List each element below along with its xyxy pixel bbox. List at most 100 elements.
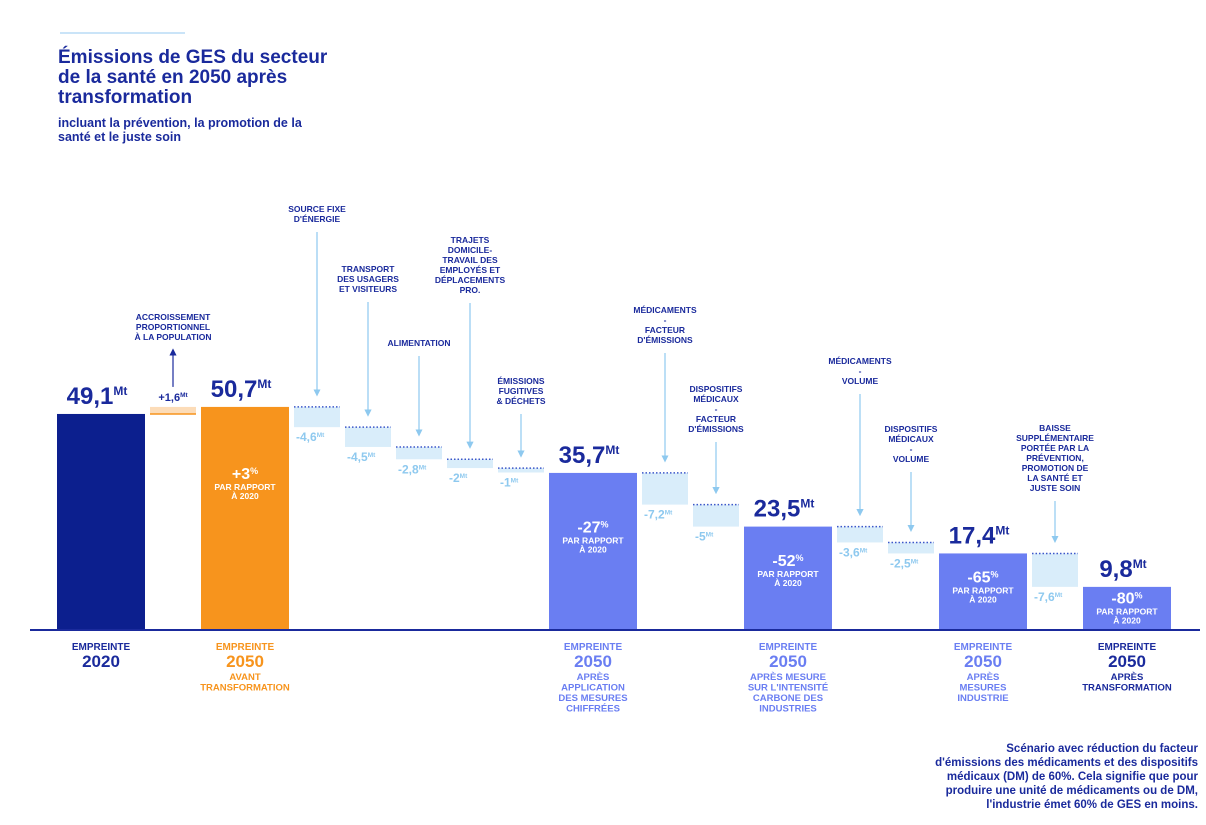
annotation: ÉMISSIONS bbox=[497, 376, 545, 386]
annotation: TRAJETS bbox=[451, 235, 490, 245]
unit-text: Mt bbox=[665, 510, 673, 517]
annotation: DOMICILE- bbox=[448, 245, 493, 255]
bar bbox=[57, 413, 145, 630]
value-label: 49,1Mt bbox=[67, 383, 128, 410]
category-detail: CHIFFRÉES bbox=[566, 704, 620, 715]
percent-unit: % bbox=[991, 570, 999, 580]
percent-text: -65 bbox=[967, 570, 990, 587]
delta-label: -2,8Mt bbox=[398, 462, 427, 476]
annotation: MÉDICAMENTS bbox=[633, 305, 697, 315]
delta-box bbox=[693, 504, 739, 527]
unit-text: Mt bbox=[1055, 592, 1063, 599]
annotation: - bbox=[910, 444, 913, 454]
delta-label: -5Mt bbox=[695, 530, 714, 544]
annotation: MÉDICAUX bbox=[888, 434, 934, 444]
delta-label: -2Mt bbox=[449, 471, 468, 485]
value-text: 9,8 bbox=[1099, 556, 1132, 583]
delta-box bbox=[150, 406, 196, 414]
category-detail: CARBONE DES bbox=[753, 693, 823, 704]
annotation: & DÉCHETS bbox=[496, 396, 545, 406]
value-label: 35,7Mt bbox=[559, 442, 620, 469]
value-text: -7,6 bbox=[1034, 590, 1055, 604]
annotation: D'ÉMISSIONS bbox=[637, 335, 693, 345]
percent-label: -65% bbox=[967, 570, 998, 587]
value-text: -4,5 bbox=[347, 450, 368, 464]
delta-label: -4,5Mt bbox=[347, 450, 376, 464]
category-detail: APRÈS MESURE bbox=[750, 672, 826, 683]
annotation: VOLUME bbox=[893, 454, 930, 464]
category-name: EMPREINTE bbox=[564, 642, 623, 653]
percent-label: -80% bbox=[1111, 590, 1142, 607]
annotation: FACTEUR bbox=[645, 325, 685, 335]
delta-box bbox=[642, 472, 688, 505]
annotation: ACCROISSEMENT bbox=[136, 312, 211, 322]
value-label: 23,5Mt bbox=[754, 496, 815, 523]
percent-text: -52 bbox=[772, 553, 795, 570]
annotation: LA SANTÉ ET bbox=[1027, 473, 1083, 483]
percent-unit: % bbox=[796, 553, 804, 563]
category-detail: DES MESURES bbox=[558, 693, 627, 704]
percent-note: PAR RAPPORT bbox=[562, 536, 624, 546]
value-text: 35,7 bbox=[559, 442, 606, 469]
value-text: -2,8 bbox=[398, 462, 419, 476]
footnote: produire une unité de médicaments ou de … bbox=[946, 785, 1198, 797]
value-text: -2,5 bbox=[890, 556, 911, 570]
percent-note: À 2020 bbox=[774, 578, 802, 588]
delta-label: -7,2Mt bbox=[644, 508, 673, 522]
delta-label: -2,5Mt bbox=[890, 556, 919, 570]
category-detail: TRANSFORMATION bbox=[200, 683, 290, 694]
delta-label: +1,6Mt bbox=[158, 392, 188, 404]
value-text: 50,7 bbox=[211, 376, 258, 403]
delta-box bbox=[396, 446, 442, 460]
annotation: TRAVAIL DES bbox=[442, 255, 498, 265]
annotation: VOLUME bbox=[842, 376, 879, 386]
delta-label: -1Mt bbox=[500, 475, 519, 489]
category-detail: APRÈS bbox=[967, 672, 1000, 683]
annotation: MÉDICAMENTS bbox=[828, 356, 892, 366]
value-label: 17,4Mt bbox=[949, 522, 1010, 549]
unit-text: Mt bbox=[800, 497, 814, 511]
category-year: 2050 bbox=[964, 652, 1002, 671]
annotation: DISPOSITIFS bbox=[690, 384, 743, 394]
category-year: 2050 bbox=[769, 652, 807, 671]
annotation: - bbox=[859, 366, 862, 376]
unit-text: Mt bbox=[860, 547, 868, 554]
footnote: Scénario avec réduction du facteur bbox=[1006, 743, 1198, 755]
value-label: 9,8Mt bbox=[1099, 556, 1146, 583]
delta-box bbox=[447, 459, 493, 469]
unit-text: Mt bbox=[511, 477, 519, 484]
category-name: EMPREINTE bbox=[72, 642, 131, 653]
annotation: PRÉVENTION, bbox=[1026, 453, 1084, 463]
annotation: FACTEUR bbox=[696, 414, 736, 424]
delta-box bbox=[837, 526, 883, 543]
annotation: À LA POPULATION bbox=[135, 332, 212, 342]
delta-box bbox=[498, 468, 544, 473]
unit-text: Mt bbox=[113, 384, 127, 398]
category-detail: APRÈS bbox=[1111, 672, 1144, 683]
delta-box bbox=[1032, 553, 1078, 587]
unit-text: Mt bbox=[995, 523, 1009, 537]
annotation: DÉPLACEMENTS bbox=[435, 275, 506, 285]
unit-text: Mt bbox=[1133, 557, 1147, 571]
annotation: DISPOSITIFS bbox=[885, 424, 938, 434]
value-text: -2 bbox=[449, 471, 460, 485]
percent-unit: % bbox=[601, 520, 609, 530]
annotation: TRANSPORT bbox=[342, 264, 396, 274]
annotation: PORTÉE PAR LA bbox=[1021, 443, 1089, 453]
percent-note: À 2020 bbox=[231, 491, 259, 501]
category-detail: INDUSTRIE bbox=[957, 693, 1008, 704]
unit-text: Mt bbox=[317, 432, 325, 439]
bar bbox=[744, 526, 832, 630]
annotation: SOURCE FIXE bbox=[288, 204, 346, 214]
category-year: 2050 bbox=[1108, 652, 1146, 671]
percent-label: -27% bbox=[577, 520, 608, 537]
percent-note: À 2020 bbox=[969, 595, 997, 605]
annotation: PRO. bbox=[460, 285, 481, 295]
percent-note: À 2020 bbox=[1113, 615, 1141, 625]
value-text: -1 bbox=[500, 475, 511, 489]
annotation: - bbox=[664, 315, 667, 325]
unit-text: Mt bbox=[257, 377, 271, 391]
category-year: 2020 bbox=[82, 652, 120, 671]
delta-label: -7,6Mt bbox=[1034, 590, 1063, 604]
